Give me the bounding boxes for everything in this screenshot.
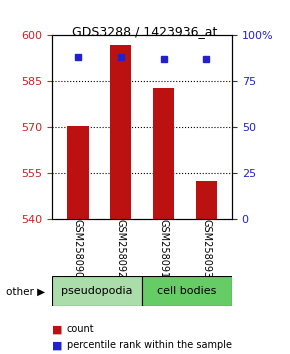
Bar <box>110 45 131 219</box>
Text: ■: ■ <box>52 324 63 334</box>
Bar <box>196 181 217 219</box>
Text: GSM258091: GSM258091 <box>159 219 168 279</box>
Text: GSM258092: GSM258092 <box>116 219 126 279</box>
FancyBboxPatch shape <box>52 276 142 306</box>
FancyBboxPatch shape <box>142 276 232 306</box>
Text: other ▶: other ▶ <box>6 287 45 297</box>
Text: cell bodies: cell bodies <box>157 286 217 296</box>
Bar <box>67 126 88 219</box>
Text: percentile rank within the sample: percentile rank within the sample <box>67 340 232 350</box>
Text: GSM258090: GSM258090 <box>73 219 83 279</box>
Text: ■: ■ <box>52 340 63 350</box>
Text: count: count <box>67 324 94 334</box>
Bar <box>153 87 174 219</box>
Text: pseudopodia: pseudopodia <box>61 286 133 296</box>
Text: GDS3288 / 1423936_at: GDS3288 / 1423936_at <box>72 25 218 38</box>
Text: GSM258093: GSM258093 <box>201 219 211 279</box>
